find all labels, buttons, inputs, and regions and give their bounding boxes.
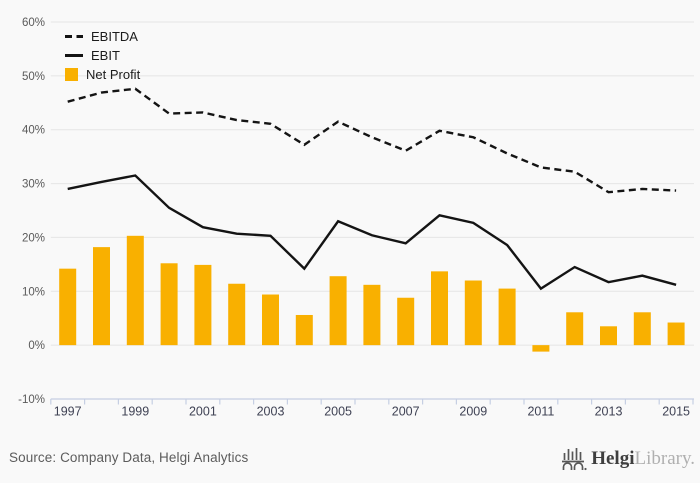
svg-text:40%: 40% [22, 125, 45, 137]
svg-text:10%: 10% [22, 286, 45, 298]
legend-item-net-profit: Net Profit [65, 65, 140, 84]
svg-text:30%: 30% [22, 179, 45, 191]
svg-text:20%: 20% [22, 232, 45, 244]
source-note: Source: Company Data, Helgi Analytics [9, 450, 249, 465]
chart-legend: EBITDA EBIT Net Profit [65, 27, 140, 84]
svg-text:50%: 50% [22, 71, 45, 83]
svg-text:-10%: -10% [18, 394, 45, 406]
solid-line-icon [65, 54, 83, 57]
svg-text:0%: 0% [28, 340, 45, 352]
bridge-logo-icon [562, 448, 587, 471]
svg-text:1999: 1999 [121, 404, 149, 418]
svg-text:2001: 2001 [189, 404, 217, 418]
svg-text:2011: 2011 [527, 404, 554, 418]
chart-footer: Source: Company Data, Helgi Analytics He… [0, 430, 700, 483]
svg-text:2013: 2013 [595, 404, 623, 418]
combo-chart: 60% 50% 40% 30% 20% 10% 0% -10% 1997 1999 2001 2003… [18, 17, 694, 418]
svg-text:60%: 60% [22, 17, 45, 29]
svg-text:2007: 2007 [392, 404, 420, 418]
legend-item-ebit: EBIT [65, 46, 140, 65]
bar-swatch-icon [65, 68, 78, 81]
logo-wordmark: HelgiLibrary. [591, 446, 695, 472]
logo-brand-secondary: Library. [634, 447, 696, 469]
legend-label-net-profit: Net Profit [86, 67, 141, 82]
legend-label-ebit: EBIT [91, 48, 120, 63]
legend-label-ebitda: EBITDA [91, 29, 138, 44]
svg-text:2009: 2009 [459, 404, 487, 418]
svg-text:1997: 1997 [54, 404, 82, 418]
helgi-library-logo[interactable]: HelgiLibrary. [560, 445, 695, 472]
svg-text:2005: 2005 [324, 404, 352, 418]
svg-text:2003: 2003 [257, 404, 285, 418]
svg-text:2015: 2015 [662, 404, 690, 418]
legend-item-ebitda: EBITDA [65, 27, 140, 46]
dashed-line-icon [65, 35, 83, 38]
logo-brand-primary: Helgi [591, 447, 635, 469]
